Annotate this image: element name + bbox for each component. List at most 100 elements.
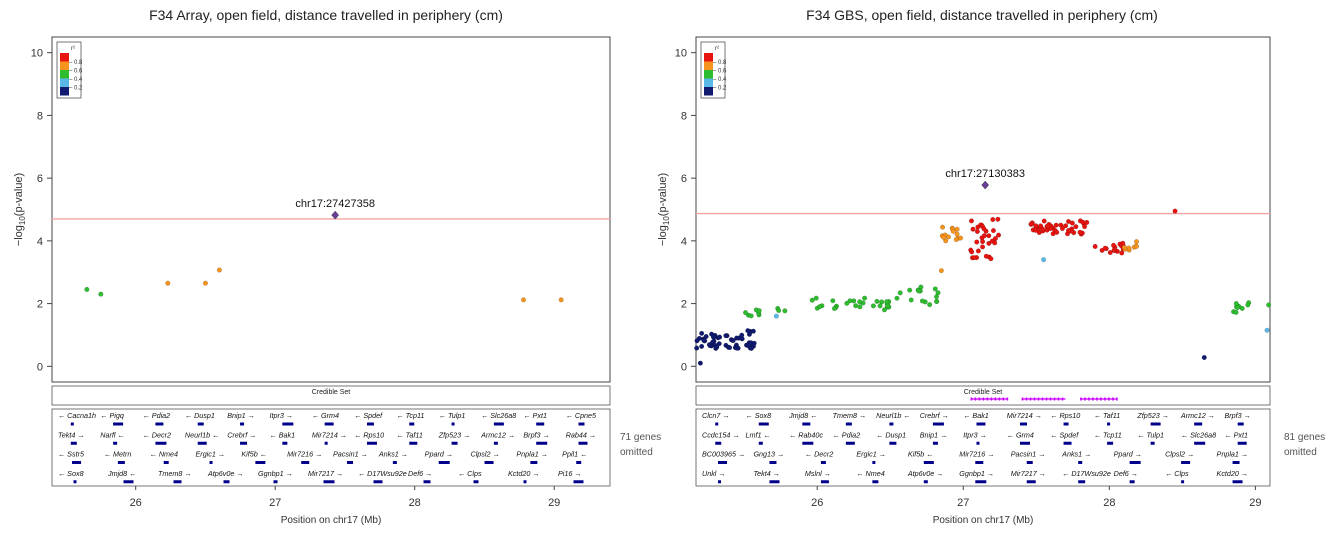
- gene-body: [889, 441, 897, 445]
- snp-point: [986, 233, 992, 239]
- gene-body: [1181, 461, 1191, 464]
- credible-set-snp: [1112, 397, 1114, 401]
- gene-label: Atp6v0e →: [207, 469, 244, 478]
- snp-point: [717, 334, 723, 340]
- gene-label: ← Slc26a8: [1181, 430, 1216, 439]
- credible-set-snp: [1080, 397, 1082, 401]
- snp-point: [714, 344, 720, 350]
- chart-title: F34 Array, open field, distance travelle…: [149, 7, 503, 23]
- snp-point: [773, 313, 779, 319]
- credible-set-snp: [1045, 397, 1048, 401]
- gene-label: ← Cacna1h: [58, 411, 96, 420]
- gene-body: [70, 441, 77, 445]
- legend-label: – 0.8: [713, 60, 727, 66]
- gene-label: Ccdc154 →: [702, 430, 740, 439]
- gene-body: [373, 480, 383, 484]
- snp-point: [745, 343, 751, 349]
- gene-label: ← Spdef: [1050, 430, 1079, 439]
- snp-point: [1239, 305, 1245, 311]
- gene-label: ← Bak1: [963, 411, 989, 420]
- credible-set-snp: [1002, 397, 1005, 401]
- gene-label: Armc12 →: [480, 430, 515, 439]
- snp-point: [710, 339, 716, 345]
- snp-point: [862, 295, 868, 301]
- gene-body: [976, 441, 980, 445]
- gene-body: [493, 441, 498, 445]
- gene-label: ← Tulp1: [439, 411, 466, 420]
- legend-label: – 0.2: [713, 86, 727, 92]
- legend-swatch: [704, 70, 713, 79]
- snp-point: [970, 226, 976, 232]
- snp-point: [1266, 302, 1272, 308]
- credible-set-snp: [1100, 397, 1102, 401]
- gene-label: Clpsl2 →: [1165, 450, 1194, 459]
- panel-1: F34 Array, open field, distance travelle…: [13, 7, 661, 526]
- x-tick-label: 29: [548, 497, 560, 509]
- gene-label: Mir7214 →: [312, 430, 347, 439]
- gene-body: [392, 461, 397, 464]
- gene-body: [324, 441, 328, 445]
- snp-point: [743, 310, 749, 316]
- gene-label: Pacsin1 →: [1011, 450, 1046, 459]
- snp-point: [877, 303, 883, 309]
- gene-body: [872, 480, 879, 484]
- legend-swatch: [60, 70, 69, 79]
- credible-set-snp: [1029, 397, 1032, 401]
- gene-body: [718, 461, 728, 464]
- gene-label: Clpsl2 →: [471, 450, 500, 459]
- snp-point: [1134, 239, 1140, 245]
- gene-label: ← Dusp1: [185, 411, 215, 420]
- gene-body: [1107, 441, 1114, 445]
- gene-body: [1078, 480, 1086, 484]
- credible-set-snp: [990, 397, 993, 401]
- snp-point: [990, 228, 996, 234]
- gene-label: Pnpla1 →: [516, 450, 548, 459]
- gene-body: [523, 480, 527, 484]
- gene-label: Kctd20 →: [1217, 469, 1249, 478]
- credible-set-snp: [1021, 397, 1024, 401]
- gene-body: [451, 422, 455, 426]
- snp-point: [940, 224, 946, 230]
- gene-label: Armc12 →: [1180, 411, 1215, 420]
- legend-title: r²: [715, 46, 719, 52]
- snp-point: [879, 299, 885, 305]
- gene-label: ← Clps: [458, 469, 482, 478]
- legend-swatch: [60, 53, 69, 62]
- snp-point: [745, 328, 751, 334]
- credible-set-label: Credible Set: [312, 389, 351, 396]
- snp-point: [943, 238, 949, 244]
- snp-point: [980, 244, 986, 250]
- gene-label: Ergic1 →: [196, 450, 226, 459]
- gene-label: Neurl1b ←: [876, 411, 910, 420]
- gene-label: Bnip1 →: [920, 430, 948, 439]
- gene-label: ← Tulp1: [1137, 430, 1164, 439]
- legend-label: – 0.8: [69, 60, 83, 66]
- genes-omitted-note: 71 genes omitted: [620, 432, 661, 458]
- snp-point: [694, 338, 700, 344]
- gene-label: Tekt4 →: [58, 430, 85, 439]
- gene-body: [209, 461, 213, 464]
- snp-point: [1233, 309, 1239, 315]
- snp-point: [1082, 224, 1088, 230]
- snp-point: [1054, 229, 1060, 235]
- gene-label: ← Tcp11: [396, 411, 424, 420]
- snp-point: [974, 239, 980, 245]
- gene-label: Gng13 →: [753, 450, 784, 459]
- snp-point: [1033, 223, 1039, 229]
- snp-point: [1045, 223, 1051, 229]
- gene-label: ← Pxt1: [1224, 430, 1248, 439]
- gene-label: Tmem8 →: [833, 411, 867, 420]
- snp-point: [1172, 208, 1178, 214]
- snp-point: [847, 298, 853, 304]
- gene-label: Mir7217 →: [308, 469, 343, 478]
- gene-label: Anks1 →: [1061, 450, 1091, 459]
- gene-body: [113, 422, 124, 426]
- y-tick-label: 4: [681, 236, 687, 248]
- gene-body: [409, 422, 415, 426]
- gene-label: ← Rps10: [354, 430, 384, 439]
- gene-label: ← Sox8: [58, 469, 84, 478]
- snp-point: [919, 298, 925, 304]
- snp-point: [853, 303, 859, 309]
- gene-body: [975, 480, 987, 484]
